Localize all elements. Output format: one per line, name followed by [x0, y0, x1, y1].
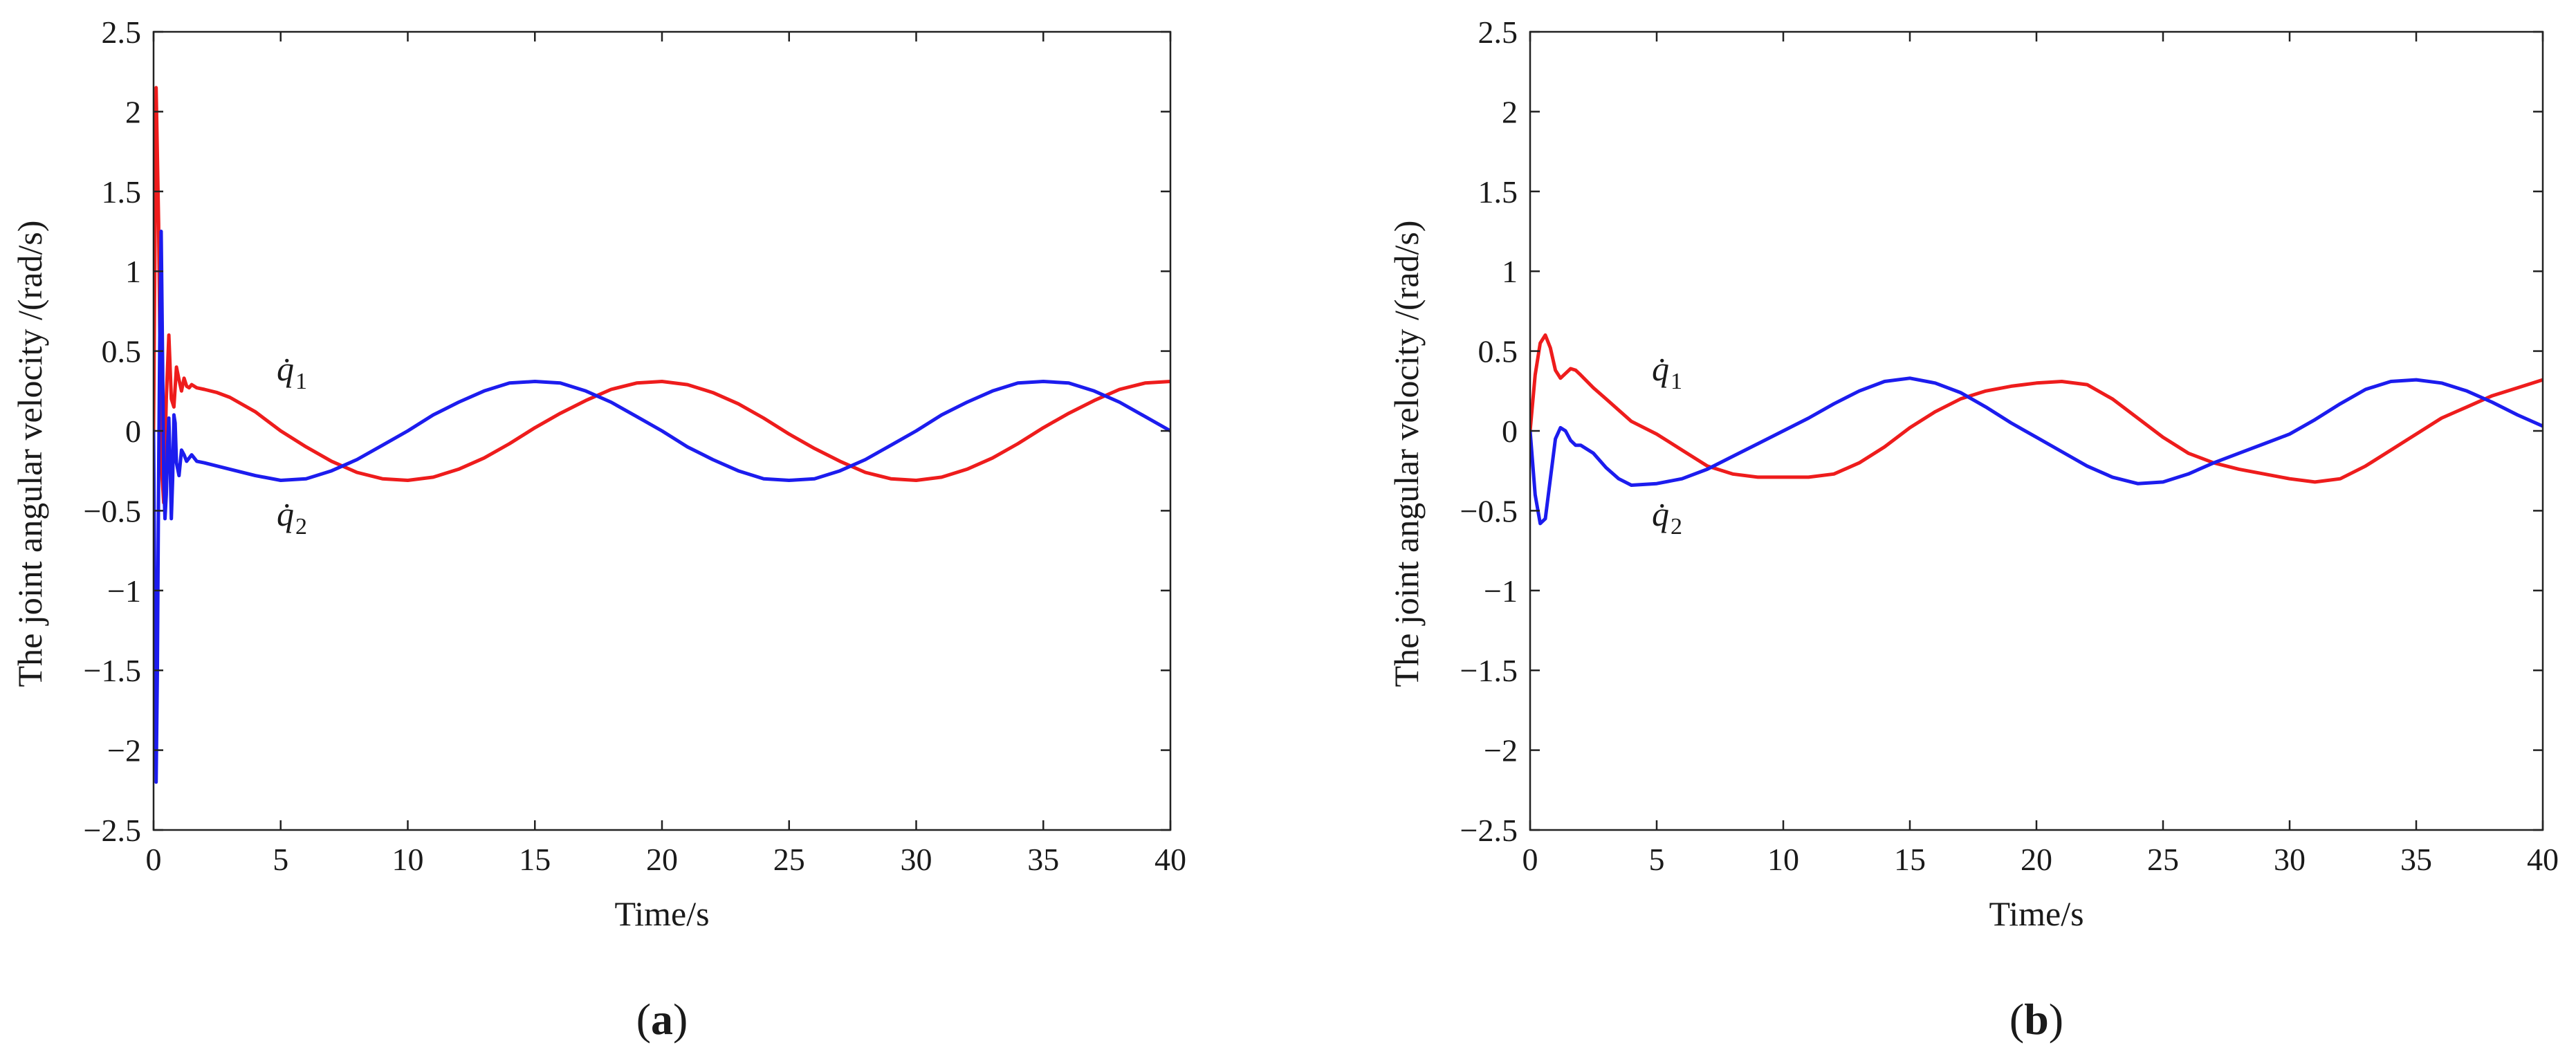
svg-text:2: 2 [1671, 514, 1682, 539]
series-line-q2 [1530, 376, 2543, 526]
y-tick-label: 1 [125, 254, 141, 289]
svg-text:q̇: q̇ [277, 349, 294, 388]
y-tick-label: −2 [107, 733, 141, 768]
x-tick-label: 35 [1027, 842, 1059, 877]
x-tick-label: 40 [2527, 842, 2559, 877]
y-tick-label: 0 [125, 414, 141, 449]
y-tick-label: −0.5 [1460, 493, 1518, 528]
x-tick-label: 5 [273, 842, 288, 877]
y-tick-label: 1 [1502, 254, 1518, 289]
svg-text:q̇: q̇ [277, 495, 294, 533]
svg-text:1: 1 [295, 369, 307, 394]
svg-text:q̇: q̇ [1652, 495, 1669, 533]
y-tick-label: 0 [1502, 414, 1518, 449]
y-tick-label: 2.5 [1478, 15, 1518, 50]
y-tick-label: −1.5 [84, 653, 141, 688]
x-tick-label: 0 [1522, 842, 1538, 877]
panel-a: The joint angular velocity /(rad/s) Time… [10, 15, 1186, 1044]
x-tick-label: 15 [519, 842, 551, 877]
svg-text:1: 1 [1671, 369, 1682, 394]
y-axis-label: The joint angular velocity /(rad/s) [10, 221, 49, 688]
x-tick-label: 25 [773, 842, 805, 877]
panel-label-a: (a) [636, 995, 688, 1044]
y-axis-label: The joint angular velocity /(rad/s) [1387, 221, 1426, 688]
x-tick-label: 15 [1894, 842, 1926, 877]
x-tick-label: 25 [2147, 842, 2179, 877]
x-axis-label: Time/s [614, 894, 709, 933]
svg-text:2: 2 [295, 514, 307, 539]
y-tick-label: 2 [125, 94, 141, 129]
x-tick-label: 10 [392, 842, 424, 877]
y-tick-label: 2 [1502, 94, 1518, 129]
y-tick-label: −1.5 [1460, 653, 1518, 688]
series-line-q2 [154, 230, 1170, 784]
q2-annotation: q̇ 2 [1652, 495, 1682, 539]
y-tick-label: −1 [1484, 573, 1518, 609]
svg-text:q̇: q̇ [1652, 349, 1669, 388]
y-tick-label: −2.5 [84, 813, 141, 848]
x-axis-label: Time/s [1989, 894, 2083, 933]
series-line-q1 [154, 86, 1170, 505]
panel-b: The joint angular velocity /(rad/s) Time… [1387, 15, 2559, 1044]
x-tick-label: 40 [1154, 842, 1186, 877]
x-tick-label: 30 [2274, 842, 2306, 877]
y-tick-label: −1 [107, 573, 141, 609]
x-tick-label: 20 [646, 842, 678, 877]
x-tick-label: 5 [1649, 842, 1665, 877]
x-tick-label: 20 [2021, 842, 2052, 877]
x-tick-label: 30 [901, 842, 932, 877]
q1-annotation: q̇ 1 [277, 349, 307, 394]
q1-annotation: q̇ 1 [1652, 349, 1682, 394]
y-tick-label: 0.5 [102, 334, 142, 369]
y-tick-label: 0.5 [1478, 334, 1518, 369]
x-tick-label: 0 [146, 842, 162, 877]
y-tick-label: −2.5 [1460, 813, 1518, 848]
x-tick-label: 10 [1767, 842, 1799, 877]
y-tick-label: 1.5 [102, 174, 142, 210]
y-tick-label: −0.5 [84, 493, 141, 528]
x-tick-label: 35 [2400, 842, 2432, 877]
series-line-q1 [1530, 333, 2543, 484]
y-tick-label: 1.5 [1478, 174, 1518, 210]
q2-annotation: q̇ 2 [277, 495, 307, 539]
y-tick-label: −2 [1484, 733, 1518, 768]
panel-label-b: (b) [2009, 995, 2063, 1044]
y-tick-label: 2.5 [102, 15, 142, 50]
